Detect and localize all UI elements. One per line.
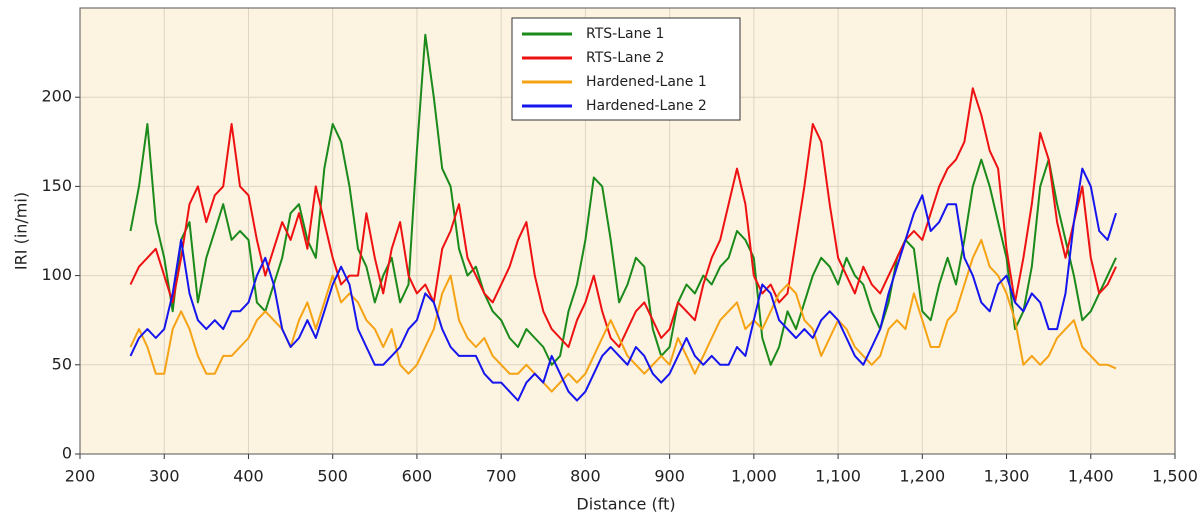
- x-tick-label: 300: [149, 467, 180, 486]
- legend-label: Hardened-Lane 2: [586, 98, 707, 114]
- x-tick-label: 700: [486, 467, 517, 486]
- x-tick-label: 900: [654, 467, 685, 486]
- x-tick-label: 600: [402, 467, 433, 486]
- y-tick-label: 0: [62, 444, 72, 463]
- x-tick-label: 1,500: [1152, 467, 1198, 486]
- x-tick-label: 800: [570, 467, 601, 486]
- x-tick-label: 1,100: [815, 467, 861, 486]
- series-line: [129, 167, 1117, 402]
- plot-border: [79, 7, 1176, 455]
- legend-label: RTS-Lane 2: [586, 50, 664, 66]
- x-tick-label: 1,400: [1068, 467, 1114, 486]
- y-tick-label: 50: [52, 354, 72, 373]
- series-line: [129, 33, 1117, 366]
- y-tick-label: 100: [41, 265, 72, 284]
- y-tick-label: 150: [41, 176, 72, 195]
- y-tick-label: 200: [41, 87, 72, 106]
- legend-label: RTS-Lane 1: [586, 26, 664, 42]
- x-axis-label: Distance (ft): [576, 495, 675, 514]
- x-tick-label: 1,300: [984, 467, 1030, 486]
- series-line: [129, 87, 1117, 348]
- legend-label: Hardened-Lane 1: [586, 74, 707, 90]
- x-tick-label: 500: [317, 467, 348, 486]
- legend: RTS-Lane 1 RTS-Lane 2 Hardened-Lane 1 Harde…: [511, 17, 741, 121]
- y-axis-label: IRI (in/mi): [12, 192, 31, 270]
- x-tick-label: 1,000: [731, 467, 777, 486]
- x-tick-label: 400: [233, 467, 264, 486]
- x-tick-label: 200: [65, 467, 96, 486]
- series-line: [129, 238, 1117, 393]
- x-tick-label: 1,200: [899, 467, 945, 486]
